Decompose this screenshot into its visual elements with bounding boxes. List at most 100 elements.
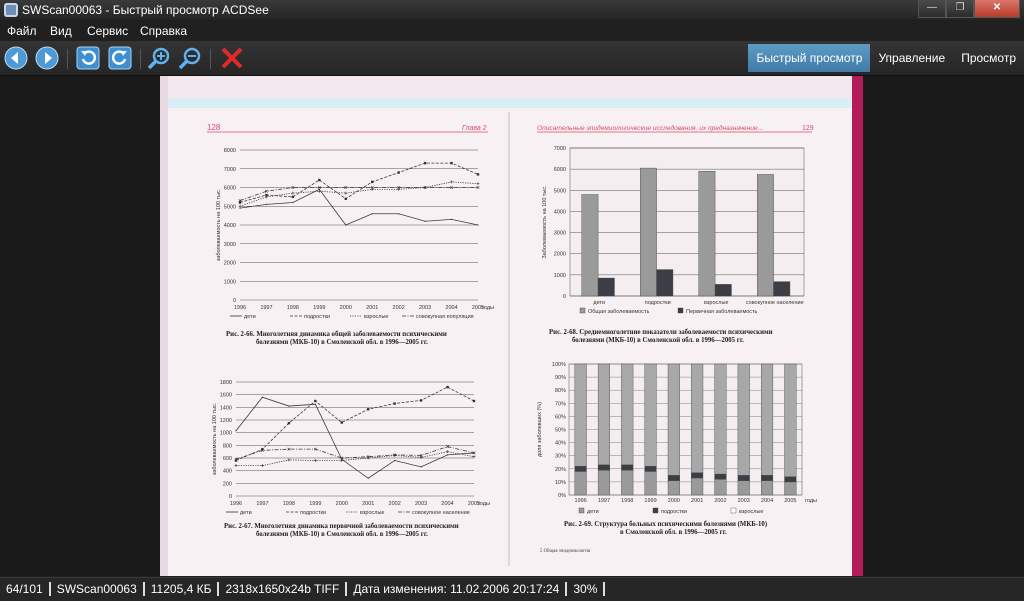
status-filename: SWScan00063	[51, 582, 145, 596]
right-page-header: Описательные эпидемиологические исследов…	[537, 124, 763, 132]
data-point	[265, 203, 268, 205]
y-tick-label: 0	[233, 298, 236, 304]
data-point	[397, 187, 401, 191]
bar-segment-1996-0	[574, 471, 587, 496]
scan-cyan-tint	[160, 98, 863, 108]
data-point	[446, 445, 450, 449]
x-tick-label: 2002	[389, 501, 401, 507]
bar-segment-2002-1	[714, 473, 727, 480]
x-tick-label: 1997	[256, 501, 268, 507]
scan-right-edge	[852, 76, 863, 576]
y-tick-label: 6000	[224, 186, 236, 192]
data-point	[419, 399, 423, 402]
restore-button[interactable]: ❐	[946, 0, 974, 18]
data-point	[370, 187, 374, 191]
data-point	[234, 457, 238, 461]
legend-label: подростки	[661, 509, 687, 515]
x-tick-label: 2002	[714, 498, 726, 504]
y-tick-label: 2000	[554, 252, 566, 258]
data-point	[317, 185, 321, 190]
bar-segment-2001-2	[691, 363, 704, 473]
bar-segment-1999-0	[644, 471, 657, 496]
y-tick-label: 0	[229, 494, 232, 500]
status-zoom: 30%	[567, 582, 606, 596]
rotate-right-icon[interactable]	[108, 46, 132, 70]
data-point	[476, 173, 480, 176]
data-point	[450, 161, 453, 165]
delete-icon[interactable]	[220, 46, 244, 70]
x-tick-label: 1996	[230, 501, 242, 507]
y-tick-label: 80%	[555, 388, 566, 394]
data-point	[238, 201, 242, 204]
caption-2-67-line2: болезнями (МКБ-10) в Смоленской обл. в 1…	[256, 531, 428, 538]
x-tick-label: 1998	[283, 501, 295, 507]
data-point	[317, 189, 321, 193]
y-tick-label: 200	[223, 481, 232, 487]
rotate-left-icon[interactable]	[76, 46, 100, 70]
forward-icon[interactable]	[35, 46, 59, 70]
legend-swatch	[652, 507, 659, 514]
data-point	[291, 191, 295, 195]
menu-view[interactable]: Вид	[50, 24, 72, 38]
menu-help[interactable]: Справка	[140, 24, 188, 38]
series-line-0	[235, 396, 475, 479]
legend-swatch	[677, 307, 684, 314]
bar-подростки-0	[640, 167, 657, 297]
zoom-out-icon[interactable]	[178, 46, 202, 70]
x-tick-label: 2005	[468, 501, 480, 507]
mode-view[interactable]: Просмотр	[961, 51, 1016, 65]
mode-quick-view[interactable]: Быстрый просмотр	[748, 44, 871, 72]
bar-segment-2001-1	[691, 472, 704, 479]
y-tick-label: 5000	[554, 188, 566, 194]
scanned-page-image: 128 Глава 2 Описательные эпидемиологичес…	[160, 76, 863, 576]
x-tick-label: 1999	[313, 305, 325, 311]
bar-segment-2005-1	[784, 476, 797, 483]
series-line-2	[236, 451, 475, 467]
menu-service[interactable]: Сервис	[87, 24, 129, 38]
bar-segment-2000-1	[667, 475, 680, 481]
legend-label: взрослые	[364, 314, 388, 320]
scan-left-edge	[160, 76, 168, 576]
mode-manage[interactable]: Управление	[878, 51, 946, 65]
image-viewer[interactable]: 128 Глава 2 Описательные эпидемиологичес…	[0, 76, 1024, 576]
bar-segment-2002-0	[714, 479, 727, 496]
x-tick-label: 2000	[668, 498, 680, 504]
x-tick-label: 2003	[415, 501, 427, 507]
series-line-1	[235, 386, 475, 461]
bar-подростки-1	[656, 269, 674, 297]
chart-fig-2-67: 0 200 400 600 800 1000 1200 1400 1600 1800 1996 199…	[212, 380, 490, 516]
back-icon[interactable]	[4, 46, 28, 70]
y-tick-label: 40%	[555, 441, 566, 447]
data-point	[472, 399, 476, 403]
minimize-button[interactable]: —	[918, 0, 946, 18]
legend-label: дети	[240, 510, 252, 516]
x-tick-label: 2000	[340, 305, 352, 311]
caption-2-68-line2: болезнями (МКБ-10) в Смоленской обл. в 1…	[572, 337, 744, 344]
status-dimensions: 2318x1650x24b TIFF	[219, 582, 348, 596]
close-window-button[interactable]: ✕	[974, 0, 1020, 18]
legend-label: Общая заболеваемость	[588, 309, 650, 315]
data-point	[344, 197, 347, 200]
x-tick-label: 2004	[761, 498, 773, 504]
y-tick-label: 70%	[555, 401, 566, 407]
legend-label: совокупное население	[412, 510, 470, 516]
y-tick-label: 4000	[554, 209, 566, 215]
menu-file[interactable]: Файл	[7, 24, 37, 38]
data-point	[291, 195, 295, 199]
data-point	[340, 459, 344, 463]
data-point	[288, 405, 290, 407]
status-filesize: 11205,4 КБ	[145, 582, 220, 596]
data-point	[370, 185, 374, 190]
legend-label: дети	[244, 314, 256, 320]
y-tick-label: 1400	[220, 405, 232, 411]
bar-segment-2004-2	[761, 363, 774, 476]
bar-segment-1998-1	[621, 464, 634, 471]
y-axis-label: доля заболевших (%)	[537, 402, 543, 457]
page-number-left: 128	[207, 123, 221, 132]
toolbar: Быстрый просмотр Управление Просмотр	[0, 41, 1024, 76]
data-point	[450, 185, 454, 190]
data-point	[397, 171, 400, 174]
bar-segment-1999-2	[644, 363, 657, 467]
bar-segment-2001-0	[691, 477, 704, 496]
zoom-in-icon[interactable]	[147, 46, 171, 70]
